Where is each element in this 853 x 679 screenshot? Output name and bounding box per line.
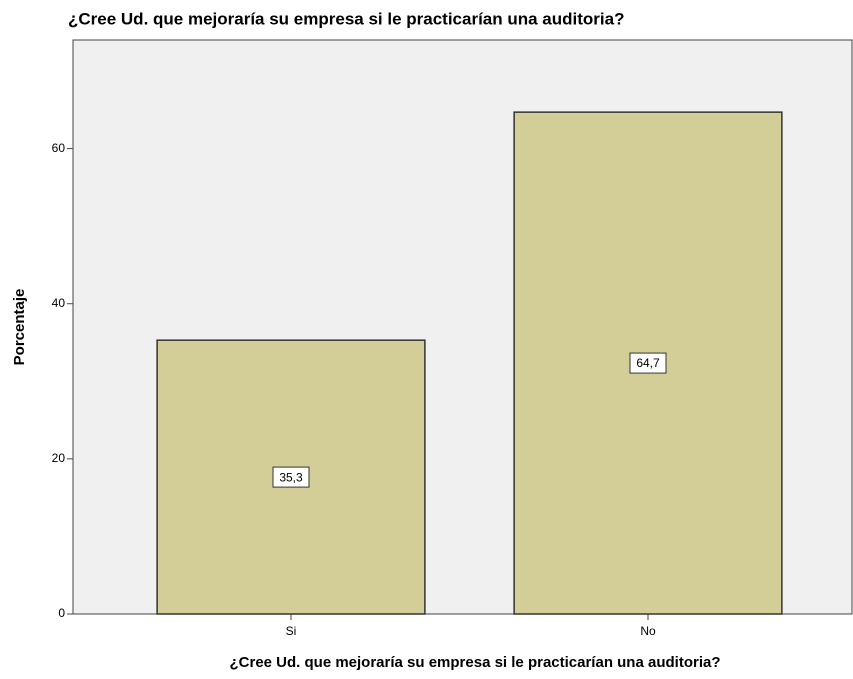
value-label-box — [272, 466, 310, 488]
y-tick-label: 60 — [52, 141, 66, 155]
y-tick-label: 20 — [52, 451, 66, 465]
x-axis-label: ¿Cree Ud. que mejoraría su empresa si le… — [229, 654, 720, 671]
value-label: 35,3 — [279, 470, 303, 484]
y-tick-label: 40 — [52, 296, 66, 310]
value-label-box — [629, 352, 667, 374]
value-label: 64,7 — [636, 356, 660, 370]
x-tick-label: No — [640, 624, 656, 638]
chart-title: ¿Cree Ud. que mejoraría su empresa si le… — [68, 9, 624, 28]
y-axis-label: Porcentaje — [11, 289, 28, 366]
x-tick-label: Si — [286, 624, 297, 638]
y-tick-label: 0 — [58, 606, 65, 620]
